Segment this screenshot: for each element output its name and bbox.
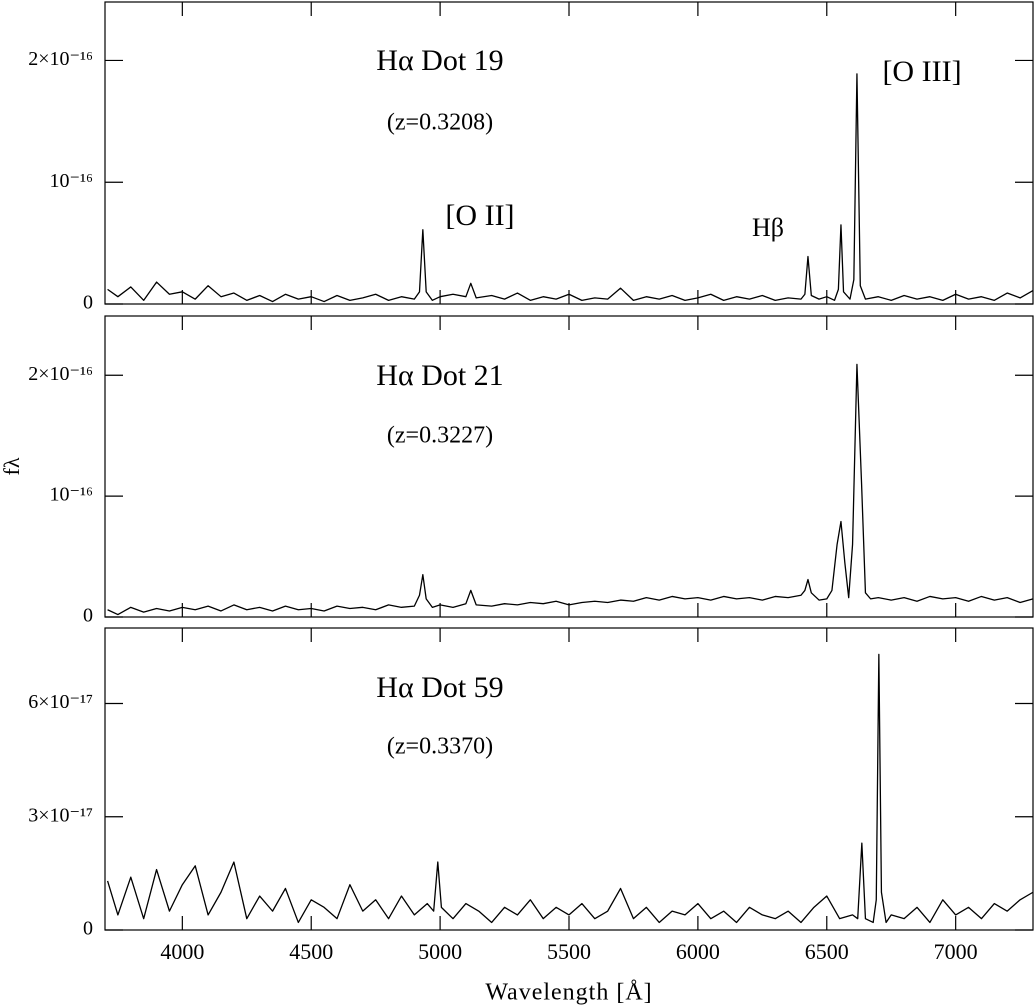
spectrum-line: [107, 363, 1034, 616]
spectrum-line: [107, 73, 1034, 303]
y-tick-label: 6×10⁻¹⁷: [28, 691, 93, 713]
y-tick-label: 3×10⁻¹⁷: [28, 804, 93, 826]
x-tick-label: 4000: [160, 939, 204, 964]
annotation: [O II]: [445, 199, 514, 232]
panel-frame: [104, 627, 1034, 931]
annotation: (z=0.3208): [387, 110, 493, 136]
y-axis-label: fλ: [0, 457, 24, 475]
annotation: (z=0.3370): [387, 734, 493, 760]
y-tick-label: 0: [83, 605, 93, 627]
x-tick-label: 5500: [547, 939, 591, 964]
y-tick-label: 2×10⁻¹⁶: [28, 363, 93, 385]
y-tick-label: 0: [83, 918, 93, 940]
annotation: Hα Dot 21: [376, 359, 503, 392]
annotation: Hα Dot 59: [376, 671, 503, 704]
x-tick-label: 5000: [418, 939, 462, 964]
annotation: (z=0.3227): [387, 423, 493, 449]
annotation: Hβ: [752, 213, 784, 242]
y-tick-label: 10⁻¹⁶: [49, 170, 93, 192]
y-tick-label: 0: [83, 292, 93, 314]
annotation: [O III]: [882, 55, 961, 88]
panel-frame: [104, 1, 1034, 305]
panel-frame: [104, 315, 1034, 618]
annotation: Hα Dot 19: [376, 44, 503, 77]
y-tick-label: 2×10⁻¹⁶: [28, 48, 93, 70]
x-tick-label: 6000: [676, 939, 720, 964]
x-tick-label: 4500: [289, 939, 333, 964]
spectrum-line: [106, 653, 1034, 924]
x-tick-label: 6500: [805, 939, 849, 964]
x-tick-label: 7000: [934, 939, 978, 964]
x-axis-label: Wavelength [Å]: [485, 980, 652, 1006]
y-tick-label: 10⁻¹⁶: [49, 484, 93, 506]
